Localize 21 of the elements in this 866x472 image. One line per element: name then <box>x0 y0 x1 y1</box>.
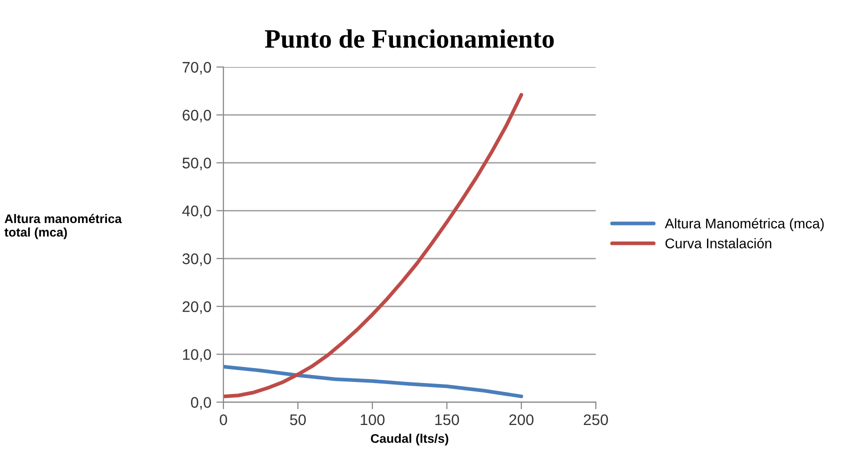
x-tick-label: 150 <box>435 414 460 426</box>
y-tick-label: 10,0 <box>183 349 212 362</box>
x-tick-label: 0 <box>220 414 228 426</box>
y-tick-label: 50,0 <box>182 158 212 170</box>
y-tick-label: 60,0 <box>182 110 212 122</box>
line-series <box>223 364 524 398</box>
y-tick-label: 0,0 <box>190 397 212 410</box>
y-tick-label: 30,0 <box>182 253 212 266</box>
y-tick-label: 40,0 <box>182 206 212 218</box>
line-series <box>223 92 524 398</box>
x-tick-label: 250 <box>584 414 608 426</box>
chart-title: Punto de Funcionamiento <box>264 29 554 48</box>
y-tick-label: 70,0 <box>182 62 212 75</box>
legend-label: Curva Instalación <box>666 238 772 248</box>
legend-label: Altura Manométrica (mca) <box>664 218 824 232</box>
x-tick-label: 200 <box>509 414 534 426</box>
y-tick-label: 20,0 <box>182 301 212 314</box>
y-axis-title: Altura manométrica total (mca) <box>4 214 122 240</box>
x-tick-label: 100 <box>360 414 385 426</box>
x-axis-title: Caudal (lts/s) <box>370 434 448 446</box>
x-tick-label: 50 <box>290 414 306 426</box>
